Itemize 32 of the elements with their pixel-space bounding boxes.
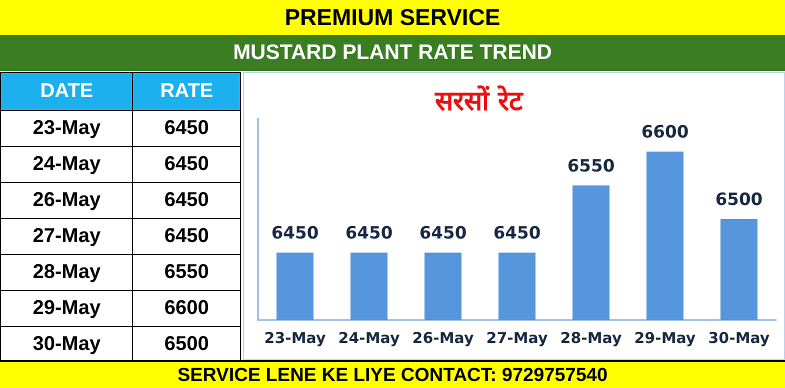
data-label: 6450 xyxy=(132,218,240,254)
x-tick-label: 23-May xyxy=(264,328,326,347)
category-label: 27-May xyxy=(0,218,133,254)
text: SERVICE LENE KE LIYE CONTACT: 9729757540 xyxy=(0,360,785,388)
data-label: 6550 xyxy=(132,254,240,290)
x-tick-label: 29-May xyxy=(634,328,696,347)
text: MUSTARD PLANT RATE TREND xyxy=(0,35,785,71)
data-label: 6550 xyxy=(567,156,615,176)
data-label: 6450 xyxy=(345,224,393,244)
category-label: 23-May xyxy=(0,110,133,146)
x-tick-label: 28-May xyxy=(560,328,622,347)
category-label: 28-May xyxy=(0,254,133,290)
category-label: 26-May xyxy=(0,182,133,218)
chart-title: सरसों रेट xyxy=(434,84,524,118)
text: PREMIUM SERVICE xyxy=(0,0,785,35)
data-label: 6450 xyxy=(132,110,240,146)
text: DATE xyxy=(0,72,133,110)
x-tick-label: 30-May xyxy=(708,328,770,347)
data-label: 6500 xyxy=(132,326,240,362)
data-label: 6500 xyxy=(715,190,763,210)
data-label: 6450 xyxy=(493,224,541,244)
x-tick-label: 27-May xyxy=(486,328,548,347)
x-tick-label: 24-May xyxy=(338,328,400,347)
data-label: 6450 xyxy=(271,224,319,244)
data-label: 6450 xyxy=(132,146,240,182)
text: RATE xyxy=(132,72,240,110)
data-label: 6600 xyxy=(641,122,689,143)
data-label: 6450 xyxy=(132,182,240,218)
data-label: 6450 xyxy=(419,224,467,244)
x-tick-label: 26-May xyxy=(412,328,474,347)
category-label: 24-May xyxy=(0,146,133,182)
data-label: 6600 xyxy=(132,290,240,326)
